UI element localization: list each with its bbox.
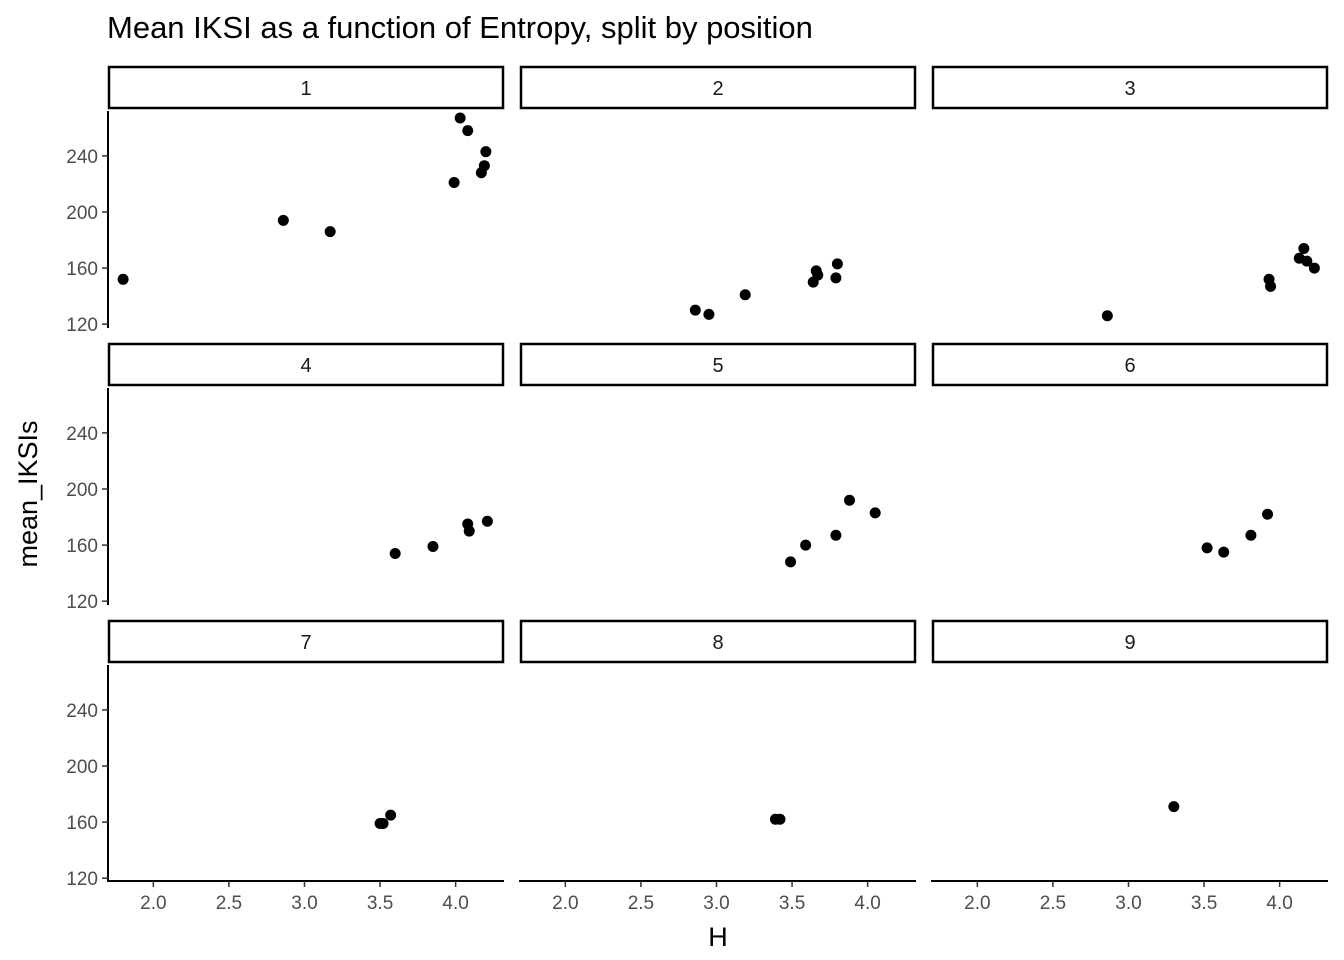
data-point xyxy=(831,258,843,270)
data-point xyxy=(389,548,401,560)
data-point xyxy=(427,540,439,552)
facet-panel-4: 4 120 160 200 240 xyxy=(66,342,505,613)
facet-grid: 1 120 160 200 240 2 3 4 120 160 200 240 5 6 7 120 160 200… xyxy=(66,65,1329,914)
data-point xyxy=(462,125,474,137)
y-axis-title: mean_IKSIs xyxy=(13,420,43,567)
facet-panel-5: 5 xyxy=(519,342,917,568)
y-tick-label: 120 xyxy=(66,592,98,613)
data-point xyxy=(480,146,492,158)
facet-strip xyxy=(931,342,1329,387)
data-point xyxy=(1308,262,1320,274)
data-point xyxy=(703,308,715,320)
facet-strip xyxy=(931,619,1329,664)
data-point xyxy=(454,112,466,124)
facet-panel-7: 7 120 160 200 240 2.0 2.5 3.0 3.5 4.0 xyxy=(66,619,505,914)
data-point xyxy=(1265,280,1277,292)
data-point xyxy=(812,269,824,281)
facet-strip xyxy=(519,342,917,387)
facet-panel-1: 1 120 160 200 240 xyxy=(66,65,505,336)
data-point xyxy=(377,817,389,829)
data-point xyxy=(1298,242,1310,254)
data-point xyxy=(117,273,129,285)
y-tick-label: 120 xyxy=(66,869,98,890)
data-point xyxy=(774,813,786,825)
data-point xyxy=(843,494,855,506)
facet-strip-label: 4 xyxy=(300,355,311,377)
y-tick-label: 160 xyxy=(66,536,98,557)
y-tick-label: 200 xyxy=(66,480,98,501)
data-point xyxy=(1168,801,1180,813)
facet-strip-label: 1 xyxy=(300,78,311,100)
y-tick-label: 240 xyxy=(66,701,98,722)
data-point xyxy=(385,809,397,821)
data-point xyxy=(800,539,812,551)
facet-strip xyxy=(107,65,505,110)
x-tick-label: 2.0 xyxy=(552,893,578,914)
x-tick-label: 3.0 xyxy=(1115,893,1141,914)
x-tick-label: 2.5 xyxy=(1040,893,1066,914)
facet-strip-label: 6 xyxy=(1124,355,1135,377)
y-tick-label: 200 xyxy=(66,757,98,778)
y-tick-label: 160 xyxy=(66,813,98,834)
x-tick-label: 2.0 xyxy=(964,893,990,914)
data-point xyxy=(739,289,751,301)
facet-strip xyxy=(519,65,917,110)
data-point xyxy=(1301,255,1313,267)
x-tick-label: 3.0 xyxy=(291,893,317,914)
facet-strip-label: 2 xyxy=(712,78,723,100)
data-point xyxy=(689,304,701,316)
data-point xyxy=(1218,546,1230,558)
facet-strip xyxy=(519,619,917,664)
y-tick-label: 160 xyxy=(66,259,98,280)
y-tick-label: 240 xyxy=(66,147,98,168)
data-point xyxy=(463,525,475,537)
facet-panel-8: 8 2.0 2.5 3.0 3.5 4.0 xyxy=(519,619,917,914)
y-tick-label: 240 xyxy=(66,424,98,445)
data-point xyxy=(1201,542,1213,554)
facet-panel-3: 3 xyxy=(931,65,1329,322)
x-tick-label: 4.0 xyxy=(854,893,880,914)
facet-panel-9: 9 2.0 2.5 3.0 3.5 4.0 xyxy=(931,619,1329,914)
x-tick-label: 4.0 xyxy=(442,893,468,914)
x-tick-label: 3.0 xyxy=(703,893,729,914)
facet-panel-2: 2 xyxy=(519,65,917,320)
data-point xyxy=(1101,310,1113,322)
data-point xyxy=(448,177,460,189)
x-tick-label: 2.5 xyxy=(628,893,654,914)
facet-strip-label: 3 xyxy=(1124,78,1135,100)
facet-strip-label: 7 xyxy=(300,632,311,654)
data-point xyxy=(324,226,336,238)
data-point xyxy=(830,272,842,284)
x-tick-label: 2.5 xyxy=(216,893,242,914)
y-tick-label: 120 xyxy=(66,315,98,336)
facet-strip-label: 9 xyxy=(1124,632,1135,654)
x-tick-label: 4.0 xyxy=(1266,893,1292,914)
facet-panel-6: 6 xyxy=(931,342,1329,558)
facet-strip xyxy=(931,65,1329,110)
chart-title: Mean IKSI as a function of Entropy, spli… xyxy=(107,10,813,45)
data-point xyxy=(1262,508,1274,520)
data-point xyxy=(869,507,881,519)
x-tick-label: 3.5 xyxy=(779,893,805,914)
data-point xyxy=(785,556,797,568)
facet-strip xyxy=(107,619,505,664)
x-tick-label: 2.0 xyxy=(140,893,166,914)
y-tick-label: 200 xyxy=(66,203,98,224)
data-point xyxy=(277,214,289,226)
facet-strip-label: 8 xyxy=(712,632,723,654)
x-tick-label: 3.5 xyxy=(367,893,393,914)
data-point xyxy=(1245,529,1257,541)
x-tick-label: 3.5 xyxy=(1191,893,1217,914)
data-point xyxy=(478,160,490,172)
data-point xyxy=(481,515,493,527)
facet-strip-label: 5 xyxy=(712,355,723,377)
facet-strip xyxy=(107,342,505,387)
data-point xyxy=(830,529,842,541)
x-axis-title: H xyxy=(708,922,728,952)
